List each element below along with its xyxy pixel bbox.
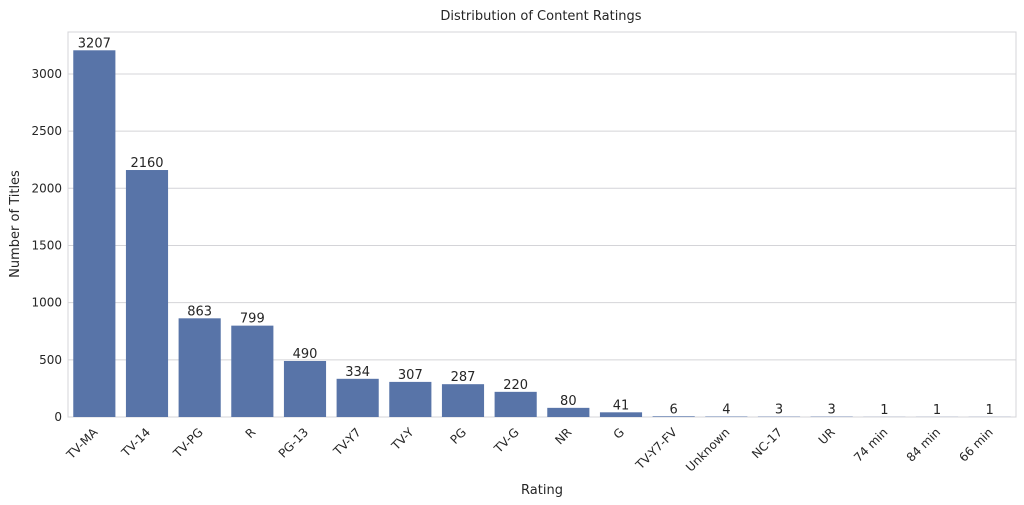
bar-value-label: 6 [670, 402, 678, 417]
bar-value-label: 3 [828, 403, 836, 418]
y-gridlines [68, 73, 1016, 361]
plot-area-frame [67, 31, 1017, 418]
x-tick-label: TV-Y7 [330, 425, 364, 459]
x-tick-label: Unknown [683, 425, 732, 474]
bar-value-label: 220 [503, 378, 528, 393]
x-tick-label: PG-13 [276, 425, 311, 460]
bar [231, 325, 274, 417]
x-axis-label: Rating [521, 483, 563, 498]
y-tick-labels: 0 500 1000 1500 2000 2500 3000 [31, 67, 62, 424]
bar [547, 407, 590, 417]
x-tick-label: TV-G [491, 425, 522, 456]
x-tick-label: R [243, 425, 259, 441]
bar [494, 391, 537, 417]
y-axis-label: Number of Titles [8, 170, 23, 278]
bar [441, 384, 485, 417]
bar-value-label: 1 [986, 403, 994, 418]
x-tick-label: 74 min [851, 425, 890, 464]
bar-value-label: 3 [775, 403, 783, 418]
x-tick-label: G [611, 425, 627, 441]
x-tick-label: TV-14 [118, 425, 153, 460]
y-tick-label: 2500 [31, 124, 62, 138]
bar [73, 50, 116, 417]
bar-value-label: 3207 [78, 36, 111, 51]
bar-value-label: 334 [345, 365, 370, 380]
y-tick-label: 1500 [31, 238, 62, 252]
bar [599, 412, 643, 417]
x-tick-label: 84 min [904, 425, 943, 464]
bar-value-label: 80 [560, 394, 577, 409]
bar-value-label: 1 [880, 403, 888, 418]
bar [283, 360, 327, 417]
bar [652, 416, 695, 417]
bar [125, 170, 169, 417]
x-tick-label: TV-PG [170, 425, 206, 461]
x-tick-label: NR [552, 425, 574, 447]
x-tick-label: TV-MA [63, 425, 101, 463]
y-tick-label: 3000 [31, 67, 62, 81]
bar-value-labels: 3207 2160 863 799 490 334 307 287 220 80 41 6 4 3 3 1 1 1 [78, 36, 994, 418]
chart-title: Distribution of Content Ratings [440, 9, 641, 24]
bar-value-label: 4 [722, 403, 730, 418]
x-tick-label: 66 min [956, 425, 995, 464]
x-tick-label: TV-Y7-FV [632, 425, 680, 473]
bar [178, 318, 221, 417]
bar-value-label: 863 [187, 304, 212, 319]
x-tick-label: PG [448, 425, 470, 447]
bar-value-label: 2160 [130, 156, 163, 171]
bar [389, 381, 432, 417]
x-tick-label: UR [816, 425, 838, 447]
x-tick-labels: TV-MA TV-14 TV-PG R PG-13 TV-Y7 TV-Y PG TV-G NR G T… [63, 425, 996, 475]
y-tick-label: 0 [54, 410, 62, 424]
y-tick-label: 1000 [31, 296, 62, 310]
bar-value-label: 41 [613, 398, 630, 413]
y-tick-label: 2000 [31, 181, 62, 195]
x-tick-label: NC-17 [749, 425, 785, 461]
bars [73, 50, 1011, 417]
bar-value-label: 799 [240, 312, 265, 327]
bar-value-label: 287 [451, 370, 476, 385]
x-tick-label: TV-Y [388, 425, 417, 454]
bar [336, 378, 379, 417]
bar-value-label: 307 [398, 368, 423, 383]
bar-value-label: 490 [293, 347, 318, 362]
y-tick-label: 500 [39, 353, 62, 367]
bar-value-label: 1 [933, 403, 941, 418]
